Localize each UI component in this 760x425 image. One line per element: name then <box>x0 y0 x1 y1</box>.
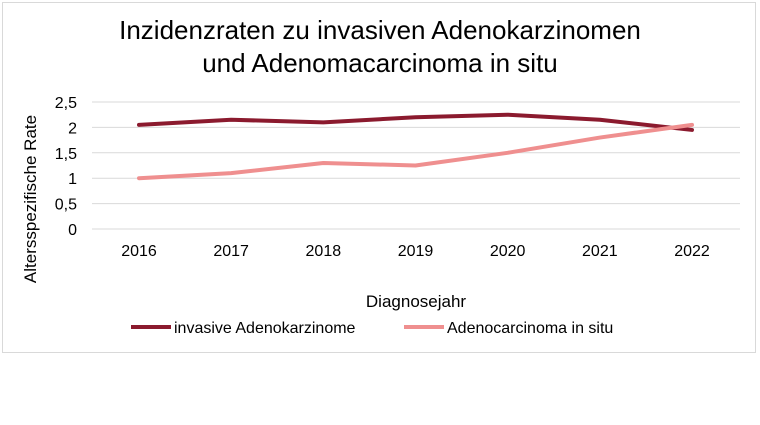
x-tick-label: 2020 <box>490 243 526 260</box>
series-lines <box>137 112 694 181</box>
y-tick-label: 0 <box>68 222 77 239</box>
legend: invasive Adenokarzinome Adenocarcinoma in… <box>131 320 613 337</box>
x-tick-label: 2021 <box>582 243 618 260</box>
y-axis-ticks: 0 0,5 1 1,5 2 2,5 <box>55 95 77 239</box>
x-tick-label: 2016 <box>121 243 157 260</box>
x-axis-ticks: 2016 2017 2018 2019 2020 2021 2022 <box>121 243 710 260</box>
series-line-2 <box>137 122 694 181</box>
x-axis-title: Diagnosejahr <box>366 292 467 311</box>
x-tick-label: 2019 <box>398 243 434 260</box>
x-tick-label: 2022 <box>674 243 710 260</box>
y-tick-label: 0,5 <box>55 197 77 214</box>
series-line-1 <box>137 112 694 132</box>
x-tick-label: 2017 <box>213 243 249 260</box>
x-tick-label: 2018 <box>306 243 342 260</box>
y-tick-label: 1,5 <box>55 146 77 163</box>
gridlines <box>92 101 740 230</box>
y-tick-label: 1 <box>68 171 77 188</box>
chart-frame <box>2 2 756 353</box>
legend-label-1: invasive Adenokarzinome <box>174 320 356 337</box>
legend-label-2: Adenocarcinoma in situ <box>447 320 613 337</box>
chart-title-line-2: und Adenomacarcinoma in situ <box>202 48 558 78</box>
y-axis-title: Altersspezifische Rate <box>21 115 40 283</box>
y-tick-label: 2,5 <box>55 95 77 112</box>
chart-title: Inzidenzraten zu invasiven Adenokarzinom… <box>119 15 641 78</box>
y-tick-label: 2 <box>68 120 77 137</box>
chart-title-line-1: Inzidenzraten zu invasiven Adenokarzinom… <box>119 15 641 45</box>
